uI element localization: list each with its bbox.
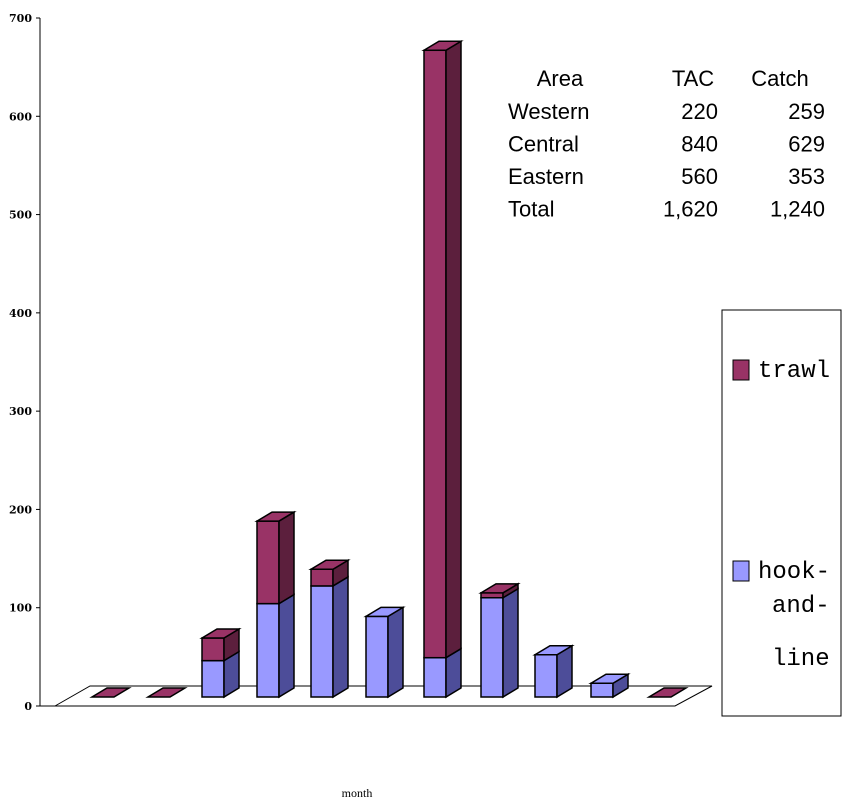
table-cell: 259 <box>788 99 825 124</box>
legend-label-hook-line-2: and- <box>772 593 830 620</box>
y-axis: 0 100 200 300 400 500 600 700 <box>9 12 41 713</box>
bar-hookandline-7 <box>480 587 519 699</box>
bar-hookandline-3 <box>256 593 295 699</box>
bar-trawl-3 <box>256 510 295 605</box>
bar-hookandline-9 <box>590 672 629 699</box>
legend-label-trawl: trawl <box>758 358 830 385</box>
y-tick-label: 500 <box>9 209 32 222</box>
table-cell: 840 <box>681 132 718 157</box>
y-tick-label: 300 <box>9 405 32 418</box>
bar-hookandline-4-front <box>310 585 334 698</box>
bar-top-5 <box>363 606 406 618</box>
table-cell: Western <box>508 99 590 124</box>
bar-top-9 <box>588 673 631 684</box>
legend-swatch-hook-and-line <box>732 560 750 582</box>
bar-group <box>89 39 689 699</box>
table-cell: 353 <box>788 164 825 189</box>
bar-trawl-3-front <box>256 520 280 605</box>
bar-trawl-3-side <box>278 510 295 605</box>
bar-trawl-6 <box>423 39 462 660</box>
table-cell: 1,620 <box>663 197 718 222</box>
y-tick-label: 700 <box>9 12 32 25</box>
bar-hookandline-8 <box>534 644 573 699</box>
bar-top-1 <box>145 687 188 698</box>
y-tick-label: 200 <box>9 503 32 516</box>
bar-trawl-6-side <box>445 39 462 660</box>
table-header-cell: Catch <box>751 66 808 91</box>
bar-trawl-2-front <box>201 637 225 662</box>
bar-top-3 <box>254 511 297 522</box>
bar-top-7 <box>478 583 521 594</box>
bar-hookandline-2-front <box>201 659 225 698</box>
y-tick-label: 600 <box>9 110 32 123</box>
table-cell: Central <box>508 132 579 157</box>
bar-trawl-2 <box>201 627 240 662</box>
bar-hookandline-8-front <box>534 653 558 698</box>
bar-hookandline-4-side <box>332 575 349 699</box>
bar-trawl-4-front <box>310 568 334 587</box>
table-cell: Eastern <box>508 164 584 189</box>
bar-hookandline-5-side <box>387 606 404 699</box>
bar-top-0 <box>89 687 132 698</box>
bar-hookandline-5-front <box>365 615 389 698</box>
x-axis-label: month <box>342 786 373 800</box>
bar-hookandline-3-side <box>278 593 295 699</box>
bar-hookandline-5 <box>365 606 404 699</box>
table-cell: 220 <box>681 99 718 124</box>
table-cell: 629 <box>788 132 825 157</box>
legend: trawl hook- and- line <box>721 309 842 717</box>
bar-hookandline-9-front <box>590 682 614 698</box>
summary-table: Area TAC Catch Western 220 259 Central 840 629 Ea… <box>508 66 825 222</box>
legend-swatch-trawl <box>732 359 750 381</box>
bar-top-4 <box>308 559 351 570</box>
bar-top-6 <box>421 40 464 52</box>
y-tick-label: 100 <box>9 602 32 615</box>
y-tick-label: 0 <box>24 700 32 713</box>
legend-label-hook-line-1: hook- <box>758 559 830 586</box>
table-header-cell: Area <box>537 66 584 91</box>
table-cell: Total <box>508 197 554 222</box>
bar-top-8 <box>532 644 575 656</box>
bar-hookandline-3-front <box>256 602 280 698</box>
table-cell: 1,240 <box>770 197 825 222</box>
legend-label-hook-line-3: line <box>772 646 830 673</box>
table-cell: 560 <box>681 164 718 189</box>
bar-hookandline-6-front <box>423 656 447 698</box>
bar-trawl-6-front <box>423 49 447 659</box>
bar-hookandline-4 <box>310 575 349 699</box>
bar-top-2 <box>199 628 242 639</box>
bar-hookandline-6 <box>423 647 462 699</box>
bar-top-10 <box>646 687 689 698</box>
y-tick-label: 400 <box>9 307 32 320</box>
bar-hookandline-7-front <box>480 596 504 698</box>
bar-hookandline-7-side <box>502 587 519 699</box>
table-header-cell: TAC <box>672 66 714 91</box>
